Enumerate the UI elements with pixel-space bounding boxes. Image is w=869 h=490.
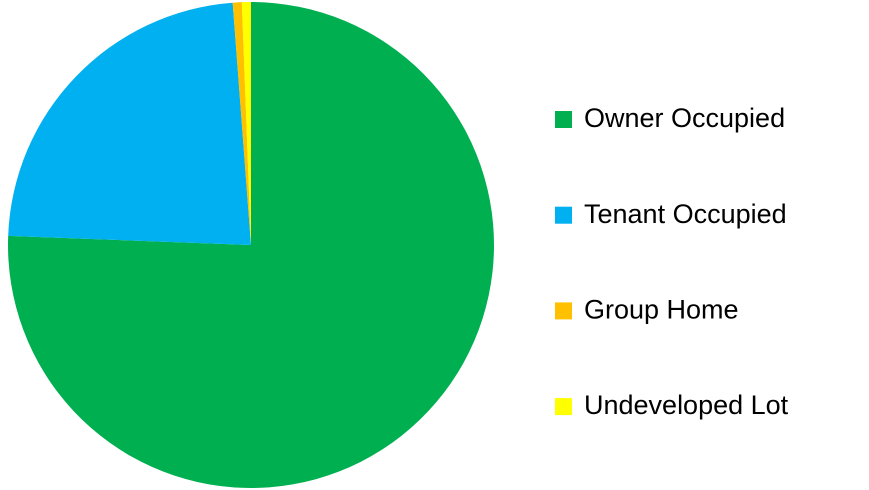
legend-swatch <box>555 302 572 320</box>
legend-label: Owner Occupied <box>584 103 785 133</box>
legend-label: Undeveloped Lot <box>584 390 789 420</box>
legend-label: Group Home <box>584 295 739 325</box>
legend-label: Tenant Occupied <box>584 199 787 229</box>
pie-slice <box>7 2 494 488</box>
pie-slice <box>8 2 252 246</box>
legend-swatch <box>555 111 572 128</box>
legend-swatch <box>555 398 572 416</box>
pie-slice <box>232 2 251 246</box>
pie-slice <box>241 2 251 245</box>
legend-swatch <box>555 206 572 224</box>
